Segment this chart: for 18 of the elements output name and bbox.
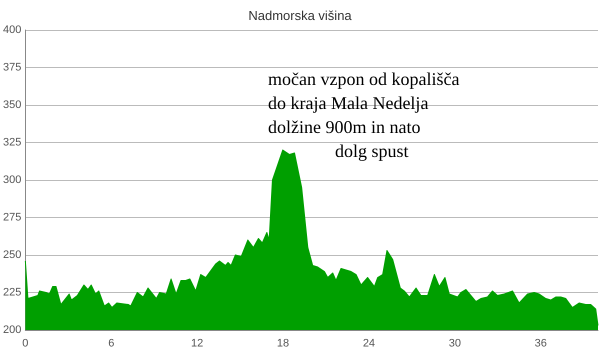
y-tick-label: 375 — [2, 62, 22, 74]
chart-title: Nadmorska višina — [248, 8, 352, 23]
x-tick-label: 24 — [362, 338, 376, 350]
y-tick-label: 225 — [2, 286, 22, 298]
y-tick-label: 275 — [2, 212, 22, 224]
y-tick-label: 250 — [2, 249, 22, 261]
y-tick-label: 325 — [2, 136, 22, 148]
y-tick-label: 200 — [2, 324, 22, 336]
x-tick-label: 6 — [108, 338, 114, 350]
y-tick-label: 350 — [2, 99, 22, 111]
x-tick-label: 12 — [191, 338, 204, 350]
x-tick-label: 18 — [276, 338, 290, 350]
x-tick-label: 30 — [448, 338, 461, 350]
x-tick-label: 36 — [534, 338, 547, 350]
x-tick-label: 0 — [22, 338, 28, 350]
y-tick-label: 300 — [2, 174, 22, 186]
annotation: močan vzpon od kopališča do kraja Mala Nedelja dolžine 900m in nato dolg spust — [268, 69, 460, 161]
y-tick-label: 400 — [2, 24, 22, 36]
